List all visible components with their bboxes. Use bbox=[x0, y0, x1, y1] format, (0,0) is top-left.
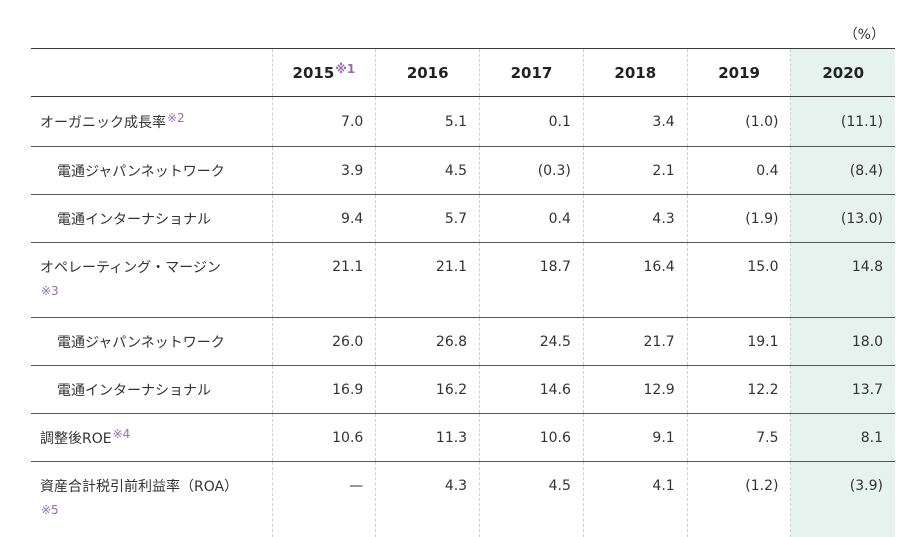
header-year-2017: 2017 bbox=[479, 48, 584, 97]
table-cell: 12.9 bbox=[582, 365, 688, 414]
table-cell: (1.2) bbox=[686, 461, 791, 537]
table-cell: 9.4 bbox=[271, 194, 376, 243]
table-cell: 5.7 bbox=[375, 194, 480, 243]
row-label: オペレーティング・マージン ※3 bbox=[31, 242, 272, 318]
table-cell: 18.0 bbox=[790, 317, 895, 366]
row-label: 電通インターナショナル bbox=[31, 194, 272, 243]
table-cell: 7.0 bbox=[271, 96, 376, 147]
table-cell: 26.8 bbox=[375, 317, 480, 366]
table-cell: 0.4 bbox=[479, 194, 584, 243]
footnote-mark: ※1 bbox=[335, 61, 356, 76]
table-cell: 4.5 bbox=[479, 461, 584, 537]
table-cell: 12.2 bbox=[686, 365, 791, 414]
table-cell: (1.9) bbox=[686, 194, 791, 243]
row-label: オーガニック成長率※2 bbox=[31, 96, 272, 147]
header-year-2020: 2020 bbox=[790, 48, 895, 97]
table-cell: 3.4 bbox=[582, 96, 688, 147]
row-label: 電通インターナショナル bbox=[31, 365, 272, 414]
table-cell: 13.7 bbox=[790, 365, 895, 414]
table-cell: 9.1 bbox=[582, 413, 688, 462]
table-cell: 10.6 bbox=[271, 413, 376, 462]
table-cell: 4.3 bbox=[375, 461, 480, 537]
header-year-2018: 2018 bbox=[582, 48, 688, 97]
row-label: 電通ジャパンネットワーク bbox=[31, 317, 272, 366]
table-cell: (13.0) bbox=[790, 194, 895, 243]
table-cell: 2.1 bbox=[582, 146, 688, 195]
unit-label: （%） bbox=[843, 27, 885, 43]
table-cell: 18.7 bbox=[479, 242, 584, 318]
table-cell: 7.5 bbox=[686, 413, 791, 462]
table-cell: 11.3 bbox=[375, 413, 480, 462]
header-year-2015: 2015※1 bbox=[271, 48, 376, 97]
table-cell: 16.4 bbox=[582, 242, 688, 318]
footnote-mark: ※5 bbox=[41, 503, 59, 517]
footnote-mark: ※3 bbox=[41, 284, 59, 298]
table-cell: 21.1 bbox=[271, 242, 376, 318]
table-cell: 21.7 bbox=[582, 317, 688, 366]
table-row-organic-growth: オーガニック成長率※2 7.0 5.1 0.1 3.4 (1.0) (11.1) bbox=[31, 96, 895, 147]
table-cell: 4.5 bbox=[375, 146, 480, 195]
table-cell: 16.9 bbox=[271, 365, 376, 414]
table-cell: 21.1 bbox=[375, 242, 480, 318]
header-year-2019: 2019 bbox=[686, 48, 791, 97]
table-cell: 5.1 bbox=[375, 96, 480, 147]
table-row-international-growth: 電通インターナショナル 9.4 5.7 0.4 4.3 (1.9) (13.0) bbox=[31, 194, 895, 243]
row-label: 電通ジャパンネットワーク bbox=[31, 146, 272, 195]
header-year-2016: 2016 bbox=[375, 48, 480, 97]
row-label: 調整後ROE※4 bbox=[31, 413, 272, 462]
table-row-adjusted-roe: 調整後ROE※4 10.6 11.3 10.6 9.1 7.5 8.1 bbox=[31, 413, 895, 462]
table-cell: (1.0) bbox=[686, 96, 791, 147]
table-cell: (3.9) bbox=[790, 461, 895, 537]
footnote-mark: ※4 bbox=[112, 426, 131, 441]
table-cell: (8.4) bbox=[790, 146, 895, 195]
table-cell: 14.8 bbox=[790, 242, 895, 318]
table-cell: 16.2 bbox=[375, 365, 480, 414]
table-cell: 3.9 bbox=[271, 146, 376, 195]
table-cell: (0.3) bbox=[479, 146, 584, 195]
table-cell: 8.1 bbox=[790, 413, 895, 462]
table-row-roa: 資産合計税引前利益率（ROA） ※5 — 4.3 4.5 4.1 (1.2) (3… bbox=[31, 461, 895, 537]
footnote-mark: ※2 bbox=[167, 110, 185, 125]
table-cell: 0.4 bbox=[686, 146, 791, 195]
table-cell: 15.0 bbox=[686, 242, 791, 318]
row-label: 資産合計税引前利益率（ROA） ※5 bbox=[31, 462, 272, 537]
header-label-cell bbox=[31, 48, 272, 97]
table-cell: — bbox=[271, 461, 376, 537]
table-cell: 0.1 bbox=[479, 96, 584, 147]
financial-indicators-table: 2015※1 2016 2017 2018 2019 2020 オーガニック成長… bbox=[31, 48, 895, 537]
table-cell: 26.0 bbox=[271, 317, 376, 366]
table-cell: 4.1 bbox=[582, 461, 688, 537]
table-row-japan-network-growth: 電通ジャパンネットワーク 3.9 4.5 (0.3) 2.1 0.4 (8.4) bbox=[31, 146, 895, 195]
table-cell: 19.1 bbox=[686, 317, 791, 366]
table-row-operating-margin: オペレーティング・マージン ※3 21.1 21.1 18.7 16.4 15.0… bbox=[31, 242, 895, 318]
table-cell: 4.3 bbox=[582, 194, 688, 243]
header-row: 2015※1 2016 2017 2018 2019 2020 bbox=[31, 48, 895, 97]
table-cell: 24.5 bbox=[479, 317, 584, 366]
table-cell: (11.1) bbox=[790, 96, 895, 147]
table-row-japan-network-margin: 電通ジャパンネットワーク 26.0 26.8 24.5 21.7 19.1 18… bbox=[31, 317, 895, 366]
table-row-international-margin: 電通インターナショナル 16.9 16.2 14.6 12.9 12.2 13.… bbox=[31, 365, 895, 414]
table-cell: 10.6 bbox=[479, 413, 584, 462]
table-cell: 14.6 bbox=[479, 365, 584, 414]
